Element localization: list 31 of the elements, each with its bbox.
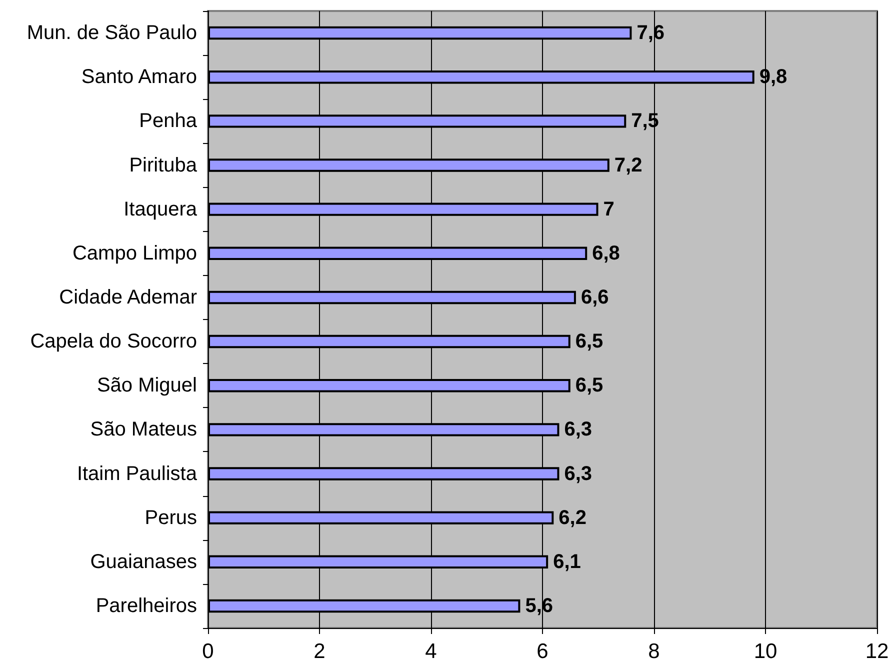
y-tick-label: Itaim Paulista — [76, 462, 198, 485]
y-tick-label: Pirituba — [129, 154, 198, 176]
y-tick-label: Cidade Ademar — [59, 286, 198, 308]
data-label: 6,6 — [580, 286, 609, 308]
data-label: 6,3 — [564, 418, 592, 441]
x-tick-label: 12 — [865, 640, 889, 663]
data-label: 6,5 — [575, 330, 604, 353]
x-tick-label: 6 — [536, 640, 548, 663]
y-tick-label: Campo Limpo — [72, 242, 197, 264]
x-tick-label: 0 — [202, 640, 214, 663]
data-label: 6,8 — [592, 242, 620, 264]
x-tick-label: 10 — [754, 640, 778, 663]
y-tick-label: Parelheiros — [96, 594, 197, 617]
data-label: 6,5 — [575, 374, 604, 397]
data-label: 7 — [603, 198, 614, 220]
data-label: 6,2 — [558, 506, 586, 529]
y-tick-label: Capela do Socorro — [30, 330, 197, 353]
data-label: 6,3 — [564, 462, 592, 485]
x-tick-label: 8 — [648, 640, 660, 663]
y-tick-label: Guaianases — [90, 550, 197, 573]
y-tick-label: Mun. de São Paulo — [26, 22, 197, 44]
y-tick-label: Santo Amaro — [81, 66, 197, 88]
data-label: 7,2 — [614, 154, 642, 176]
x-tick-label: 4 — [425, 640, 438, 663]
y-tick-label: São Mateus — [90, 418, 197, 441]
y-tick-label: Perus — [144, 506, 197, 529]
y-tick-label: Itaquera — [124, 198, 198, 220]
y-tick-label: São Miguel — [96, 374, 197, 397]
data-label: 6,1 — [553, 550, 581, 573]
y-tick-label: Penha — [139, 110, 198, 132]
x-tick-label: 2 — [314, 640, 326, 663]
